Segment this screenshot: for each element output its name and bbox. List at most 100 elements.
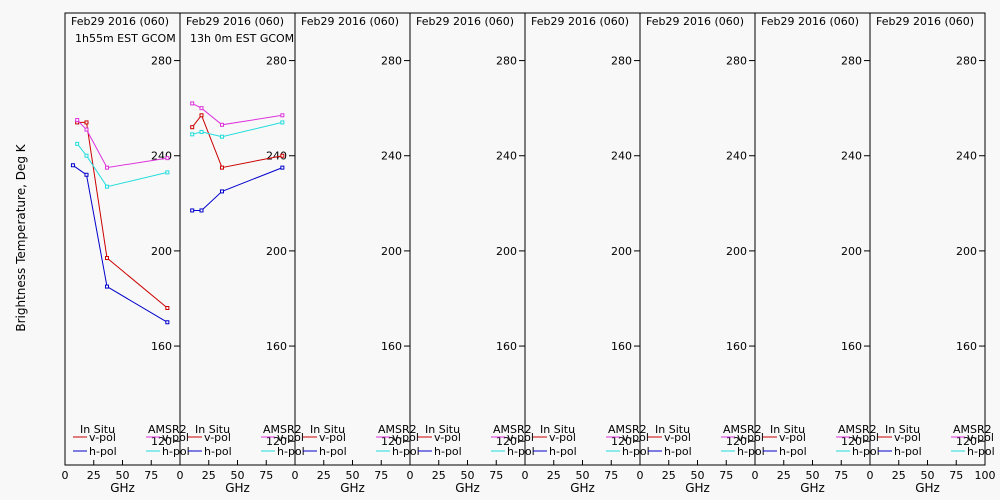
data-point-insitu_vpol: [104, 256, 109, 261]
data-point-insitu_vpol: [280, 153, 285, 158]
x-tick-label: 50: [576, 469, 590, 482]
panel-8: Feb29 2016 (060) 120 160 200 240 280 0 25 50 75 10…: [867, 12, 996, 495]
y-tick-label: 160: [496, 340, 517, 353]
data-point-insitu_hpol: [84, 172, 89, 177]
data-point-amsr2_vpol: [219, 122, 224, 127]
y-tick-label: 200: [496, 245, 517, 258]
data-point-insitu_hpol: [70, 163, 75, 168]
y-tick-label: 200: [151, 245, 172, 258]
legend-in-situ: In Situ: [770, 423, 805, 436]
data-point-insitu_vpol: [165, 305, 170, 310]
y-tick-label: 160: [266, 340, 287, 353]
y-tick-label: 280: [496, 55, 517, 68]
y-tick-label: 240: [841, 150, 862, 163]
y-tick-label: 160: [726, 340, 747, 353]
legend-in-situ: In Situ: [195, 423, 230, 436]
legend-insitu-vpol-label: v-pol: [779, 431, 806, 444]
x-tick-label: 75: [719, 469, 733, 482]
legend-amsr2-hpol-label: h-pol: [622, 445, 650, 458]
y-tick-label: 160: [841, 340, 862, 353]
panel-frame: [179, 12, 296, 466]
x-tick-label: 25: [777, 469, 791, 482]
legend-insitu-vpol-label: v-pol: [434, 431, 461, 444]
legend-insitu-vpol-label: v-pol: [894, 431, 921, 444]
data-point-amsr2_hpol: [199, 129, 204, 134]
legend-amsr2: AMSR2: [263, 423, 302, 436]
y-tick-label: 280: [151, 55, 172, 68]
panel-frame: [524, 12, 641, 466]
x-axis-title: GHz: [110, 481, 135, 495]
y-tick-label: 120: [266, 435, 287, 448]
legend-amsr2-hpol-label: h-pol: [967, 445, 995, 458]
legend-in-situ: In Situ: [540, 423, 575, 436]
x-tick-label: 75: [834, 469, 848, 482]
data-point-amsr2_vpol: [165, 156, 170, 161]
legend-amsr2-vpol-label: v-pol: [507, 431, 534, 444]
data-point-amsr2_vpol: [280, 113, 285, 118]
data-point-insitu_hpol: [165, 320, 170, 325]
panel-title: Feb29 2016 (060): [761, 15, 859, 28]
x-axis-title: GHz: [455, 481, 480, 495]
y-tick-label: 200: [611, 245, 632, 258]
panel-frame: [64, 12, 181, 466]
legend-in-situ: In Situ: [310, 423, 345, 436]
panel-title: Feb29 2016 (060): [186, 15, 284, 28]
x-tick-label: 50: [806, 469, 820, 482]
x-tick-label: 0: [637, 469, 644, 482]
x-tick-label: 75: [259, 469, 273, 482]
legend-amsr2-vpol-label: v-pol: [277, 431, 304, 444]
x-tick-label: 0: [407, 469, 414, 482]
panel-frame: [409, 12, 526, 466]
data-point-amsr2_vpol: [104, 165, 109, 170]
data-point-insitu_hpol: [280, 165, 285, 170]
data-point-amsr2_hpol: [75, 141, 80, 146]
legend-in-situ: In Situ: [80, 423, 115, 436]
legend-amsr2: AMSR2: [608, 423, 647, 436]
y-tick-label: 200: [266, 245, 287, 258]
x-axis-title: GHz: [570, 481, 595, 495]
x-tick-label: 0: [177, 469, 184, 482]
legend-amsr2-vpol-label: v-pol: [162, 431, 189, 444]
legend-amsr2-hpol-label: h-pol: [162, 445, 190, 458]
panel-title: Feb29 2016 (060): [876, 15, 974, 28]
x-tick-label: 25: [547, 469, 561, 482]
data-point-insitu_hpol: [104, 284, 109, 289]
y-tick-label: 120: [956, 435, 977, 448]
panel-subtitle: 1h55m EST GCOM: [75, 32, 176, 45]
legend-amsr2-vpol-label: v-pol: [967, 431, 994, 444]
x-tick-label: 100: [975, 469, 996, 482]
y-tick-label: 120: [151, 435, 172, 448]
legend-amsr2: AMSR2: [378, 423, 417, 436]
y-tick-label: 120: [496, 435, 517, 448]
data-point-insitu_vpol: [190, 125, 195, 130]
x-tick-label: 0: [522, 469, 529, 482]
x-tick-label: 50: [116, 469, 130, 482]
data-point-insitu_hpol: [219, 189, 224, 194]
legend-in-situ: In Situ: [655, 423, 690, 436]
y-tick-label: 240: [381, 150, 402, 163]
series-line-insitu_vpol: [191, 114, 283, 169]
x-tick-label: 25: [317, 469, 331, 482]
panels-group: Feb29 2016 (060) 1h55m EST GCOM 120 160 200 2…: [62, 12, 996, 495]
y-tick-label: 200: [841, 245, 862, 258]
legend-in-situ: In Situ: [425, 423, 460, 436]
x-tick-label: 25: [202, 469, 216, 482]
panel-5: Feb29 2016 (060) 120 160 200 240 280 0 25 50 75 GH…: [522, 12, 650, 495]
y-tick-label: 120: [381, 435, 402, 448]
y-tick-label: 280: [266, 55, 287, 68]
y-tick-label: 200: [956, 245, 977, 258]
legend-insitu-hpol-label: h-pol: [894, 445, 922, 458]
legend-amsr2: AMSR2: [953, 423, 992, 436]
series-line-amsr2_hpol: [192, 121, 283, 138]
legend-amsr2-vpol-label: v-pol: [392, 431, 419, 444]
data-point-insitu_hpol: [190, 208, 195, 213]
data-point-insitu_vpol: [199, 113, 204, 118]
y-tick-label: 240: [956, 150, 977, 163]
x-tick-label: 75: [144, 469, 158, 482]
y-tick-label: 240: [266, 150, 287, 163]
y-tick-label: 160: [611, 340, 632, 353]
data-point-amsr2_hpol: [84, 153, 89, 158]
legend-amsr2-hpol-label: h-pol: [852, 445, 880, 458]
x-tick-label: 50: [921, 469, 935, 482]
x-tick-label: 0: [62, 469, 69, 482]
